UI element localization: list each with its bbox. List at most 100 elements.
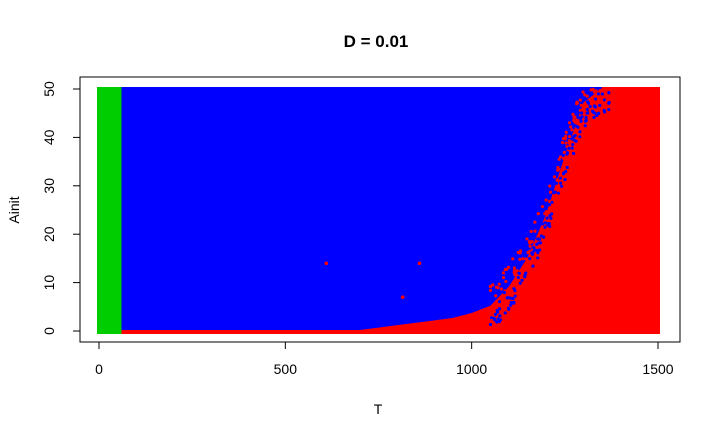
scatter-point	[501, 275, 506, 280]
scatter-point	[541, 235, 546, 239]
scatter-point	[417, 261, 422, 266]
scatter-point	[536, 256, 540, 260]
scatter-point	[528, 244, 532, 248]
x-tick-label: 1000	[456, 361, 487, 377]
scatter-point	[598, 103, 602, 107]
scatter-point	[543, 225, 547, 229]
scatter-point	[579, 119, 583, 123]
scatter-point	[536, 251, 540, 255]
scatter-point	[513, 294, 517, 298]
scatter-point	[497, 282, 501, 286]
y-tick-label: 20	[41, 226, 57, 242]
scatter-point	[564, 141, 568, 145]
scatter-point	[561, 156, 566, 160]
scatter-point	[547, 203, 552, 207]
scatter-point	[543, 221, 547, 225]
scatter-point	[495, 320, 499, 324]
scatter-points	[324, 87, 611, 327]
scatter-point	[516, 275, 520, 280]
scatter-point	[558, 176, 562, 180]
scatter-point	[518, 249, 523, 253]
scatter-point	[578, 135, 582, 139]
scatter-point	[506, 265, 511, 269]
scatter-point	[533, 220, 537, 224]
scatter-point	[584, 118, 588, 123]
scatter-point	[591, 110, 595, 114]
scatter-point	[497, 307, 502, 311]
scatter-point	[493, 312, 497, 317]
y-axis-label: Ainit	[6, 196, 22, 223]
scatter-point	[607, 101, 611, 105]
scatter-point	[564, 134, 568, 138]
scatter-point	[573, 133, 577, 138]
scatter-point	[533, 229, 537, 233]
scatter-point	[503, 311, 507, 315]
scatter-point	[494, 294, 498, 298]
scatter-point	[559, 184, 564, 188]
scatter-point	[509, 303, 513, 307]
scatter-point	[518, 281, 522, 285]
scatter-point	[536, 212, 540, 216]
scatter-point	[550, 200, 554, 204]
y-axis: 0 10 20 30 40 50	[41, 81, 81, 335]
scatter-point	[520, 278, 524, 283]
scatter-point	[532, 245, 536, 250]
scatter-point	[488, 322, 493, 327]
scatter-point	[569, 125, 573, 129]
scatter-point	[504, 279, 508, 284]
scatter-point	[528, 241, 532, 245]
y-tick-label: 10	[41, 275, 57, 291]
scatter-point	[602, 98, 606, 102]
scatter-point	[567, 139, 571, 143]
scatter-point	[592, 104, 597, 108]
scatter-point	[529, 229, 533, 234]
scatter-point	[532, 249, 536, 253]
scatter-point	[496, 286, 500, 290]
scatter-point	[560, 141, 565, 145]
scatter-point	[545, 216, 549, 220]
scatter-point	[513, 289, 517, 293]
scatter-point	[568, 135, 572, 139]
scatter-point	[540, 222, 545, 226]
scatter-point	[571, 112, 575, 116]
scatter-point	[586, 100, 590, 104]
chart-title: D = 0.01	[344, 32, 409, 51]
scatter-point	[538, 237, 542, 241]
scatter-point	[596, 112, 600, 116]
x-tick-label: 500	[274, 361, 298, 377]
scatter-point	[585, 94, 589, 98]
scatter-point	[548, 199, 552, 203]
scatter-point	[570, 146, 574, 150]
scatter-point	[492, 316, 496, 321]
scatter-point	[607, 107, 611, 112]
scatter-point	[548, 190, 553, 194]
scatter-point	[589, 88, 593, 92]
scatter-point	[496, 317, 500, 321]
scatter-point	[578, 130, 582, 134]
scatter-point	[584, 115, 588, 120]
scatter-point	[592, 90, 596, 94]
scatter-point	[562, 171, 566, 175]
scatter-point	[565, 152, 569, 156]
scatter-point	[524, 257, 528, 261]
scatter-point	[524, 271, 528, 275]
scatter-point	[498, 314, 502, 318]
scatter-point	[511, 257, 515, 261]
scatter-point	[501, 271, 506, 275]
scatter-point	[555, 178, 559, 182]
scatter-point	[572, 115, 576, 119]
scatter-point	[583, 124, 587, 128]
scatter-point	[505, 296, 509, 300]
scatter-point	[515, 269, 519, 273]
scatter-point	[518, 257, 522, 261]
scatter-point	[564, 130, 568, 134]
scatter-point	[528, 257, 532, 261]
scatter-point	[544, 209, 548, 214]
scatter-point	[530, 252, 535, 256]
scatter-point	[549, 216, 553, 220]
y-tick-label: 0	[41, 327, 57, 335]
scatter-point	[544, 198, 548, 202]
scatter-point	[557, 157, 561, 161]
scatter-point	[571, 137, 575, 141]
